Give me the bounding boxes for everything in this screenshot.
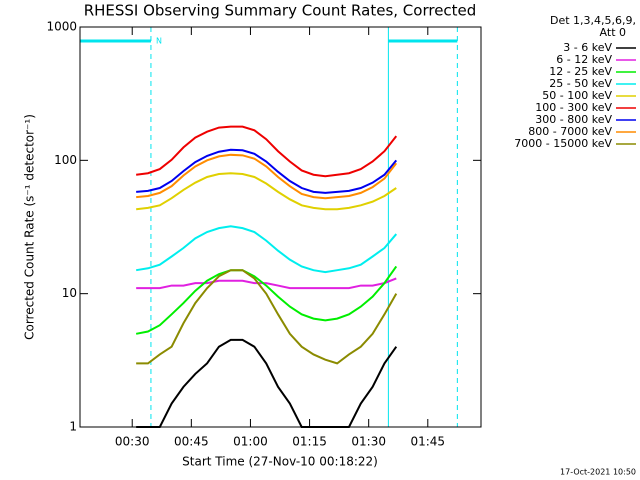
series-line [136,153,398,200]
y-axis-label: Corrected Count Rate (s⁻¹ detector⁻¹) [23,114,37,340]
legend-label: 25 - 50 keV [549,77,612,90]
legend-label: 100 - 300 keV [535,101,612,114]
y-tick-label: 1 [69,420,77,434]
y-tick-label: 100 [54,153,77,167]
night-label: N [156,37,162,46]
x-tick-label: 01:00 [233,435,268,449]
legend-label: 300 - 800 keV [535,113,612,126]
legend-header: Att 0 [600,26,626,39]
legend-label: 12 - 25 keV [549,65,612,78]
y-tick-label: 10 [62,286,77,300]
legend-label: 50 - 100 keV [542,89,612,102]
x-tick-label: 01:15 [292,435,327,449]
x-axis-label: Start Time (27-Nov-10 00:18:22) [182,455,378,469]
footer: 17-Oct-2021 10:50 [560,468,636,477]
x-tick-label: 01:45 [410,435,445,449]
x-tick-label: 00:30 [115,435,150,449]
legend-label: 3 - 6 keV [563,41,612,54]
legend-header: Det 1,3,4,5,6,9, [550,14,636,27]
series-line [136,269,398,365]
series-line [135,265,398,335]
x-tick-label: 01:30 [351,435,386,449]
series-line [136,172,397,211]
chart-title: RHESSI Observing Summary Count Rates, Co… [84,2,477,20]
legend-label: 7000 - 15000 keV [514,137,612,150]
series-line [136,148,398,194]
series-line [136,277,397,290]
legend-label: 6 - 12 keV [556,53,612,66]
plot-frame [79,26,482,428]
series-line [136,125,398,178]
legend-label: 800 - 7000 keV [528,125,612,138]
x-tick-label: 00:45 [174,435,209,449]
series-line [136,338,398,428]
y-tick-label: 1000 [46,20,77,34]
series-line [136,225,398,274]
